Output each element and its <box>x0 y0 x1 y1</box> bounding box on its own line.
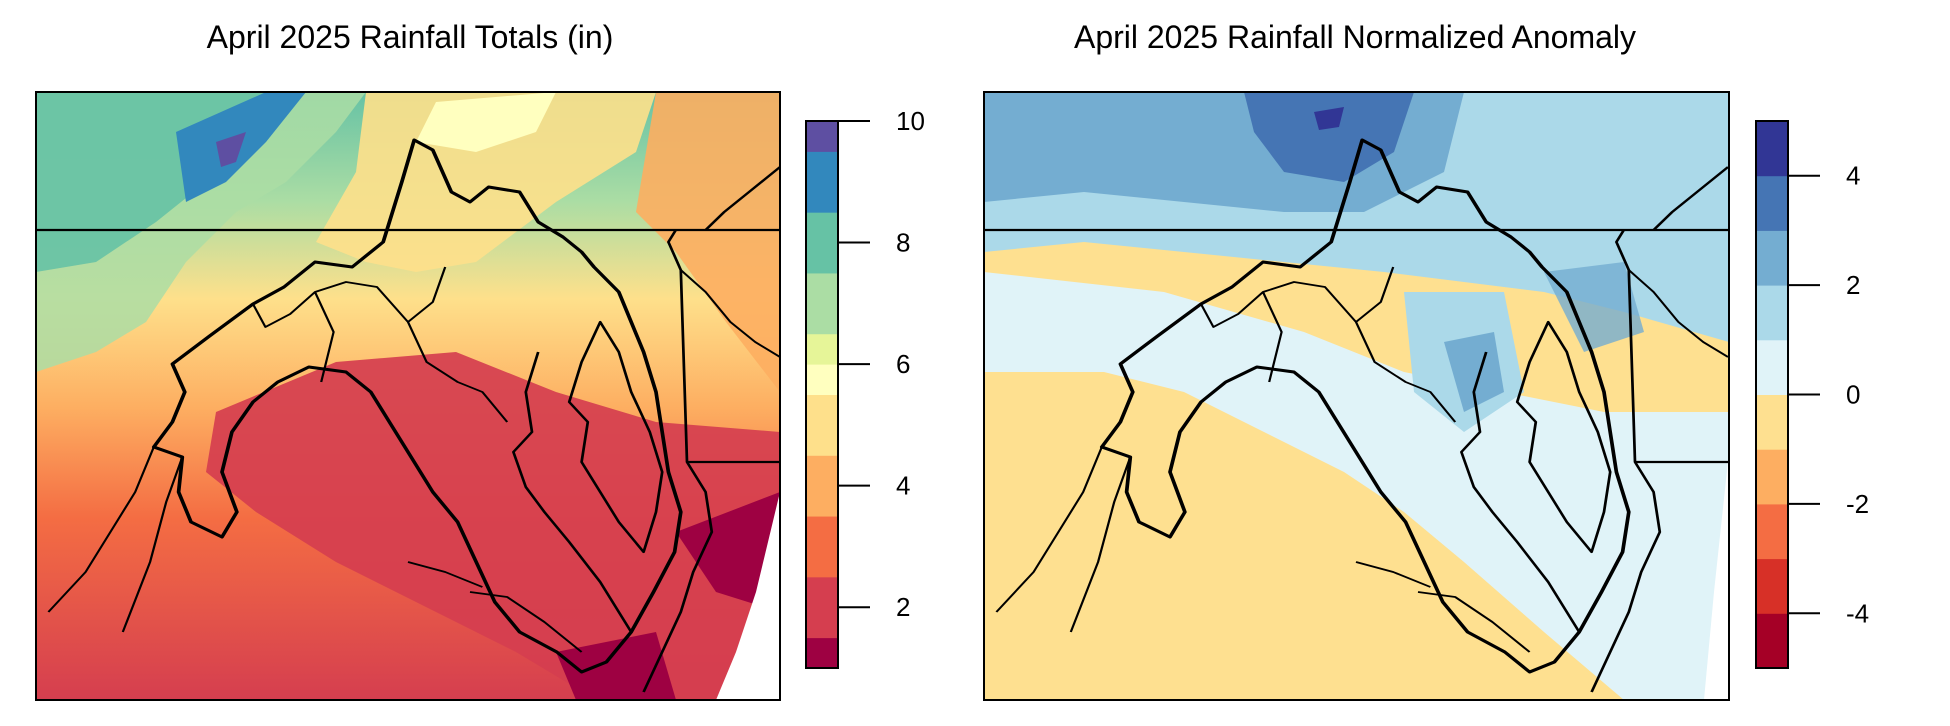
colorbar-bin-7 <box>1756 230 1788 286</box>
colorbar-bin-8 <box>1756 175 1788 231</box>
colorbar-bin-6 <box>1756 285 1788 341</box>
colorbar-bin-6 <box>806 333 838 365</box>
colorbar-bin-0 <box>806 637 838 669</box>
colorbar-bin-9 <box>806 151 838 213</box>
colorbar-bin-3 <box>1756 449 1788 505</box>
colorbar-bin-9 <box>1756 121 1788 177</box>
colorbar-bin-10 <box>806 121 838 152</box>
colorbar-tick-label: 0 <box>1846 380 1860 410</box>
colorbar-bin-4 <box>1756 394 1788 450</box>
colorbar-tick-label: 8 <box>896 228 910 258</box>
colorbar-tick-label: 10 <box>896 106 925 136</box>
colorbar-bin-1 <box>1756 558 1788 614</box>
colorbar-tick-label: 2 <box>896 592 910 622</box>
colorbar-bin-4 <box>806 394 838 456</box>
colorbar-tick-label: 2 <box>1846 270 1860 300</box>
totals-panel: April 2025 Rainfall Totals (in) <box>34 19 925 701</box>
colorbar-bin-7 <box>806 272 838 335</box>
anomaly-map <box>982 91 1730 701</box>
colorbar-bin-5 <box>1756 339 1788 395</box>
colorbar-tick-label: -2 <box>1846 489 1869 519</box>
colorbar-bin-1 <box>806 576 838 639</box>
colorbar-bin-2 <box>1756 503 1788 560</box>
anomaly-colorbar: -4 -2 0 2 4 <box>1755 120 1869 669</box>
colorbar-bin-2 <box>806 516 838 578</box>
totals-frame <box>35 91 781 701</box>
colorbar-bin-0 <box>1756 613 1788 669</box>
colorbar-tick-label: 4 <box>896 471 910 501</box>
totals-colorbar: 2 4 6 8 10 <box>805 106 925 669</box>
totals-map <box>34 91 782 701</box>
colorbar-bin-5 <box>806 364 838 395</box>
totals-title: April 2025 Rainfall Totals (in) <box>207 19 614 55</box>
anomaly-title: April 2025 Rainfall Normalized Anomaly <box>1074 19 1636 55</box>
anomaly-panel: April 2025 Rainfall Normalized Anomaly <box>982 19 1869 701</box>
colorbar-frame <box>805 120 839 669</box>
colorbar-bin-8 <box>806 212 838 274</box>
colorbar-tick-label: 6 <box>896 349 910 379</box>
anomaly-frame <box>983 91 1730 701</box>
colorbar-tick-label: 4 <box>1846 161 1860 191</box>
colorbar-tick-label: -4 <box>1846 598 1869 628</box>
colorbar-bin-3 <box>806 455 838 517</box>
